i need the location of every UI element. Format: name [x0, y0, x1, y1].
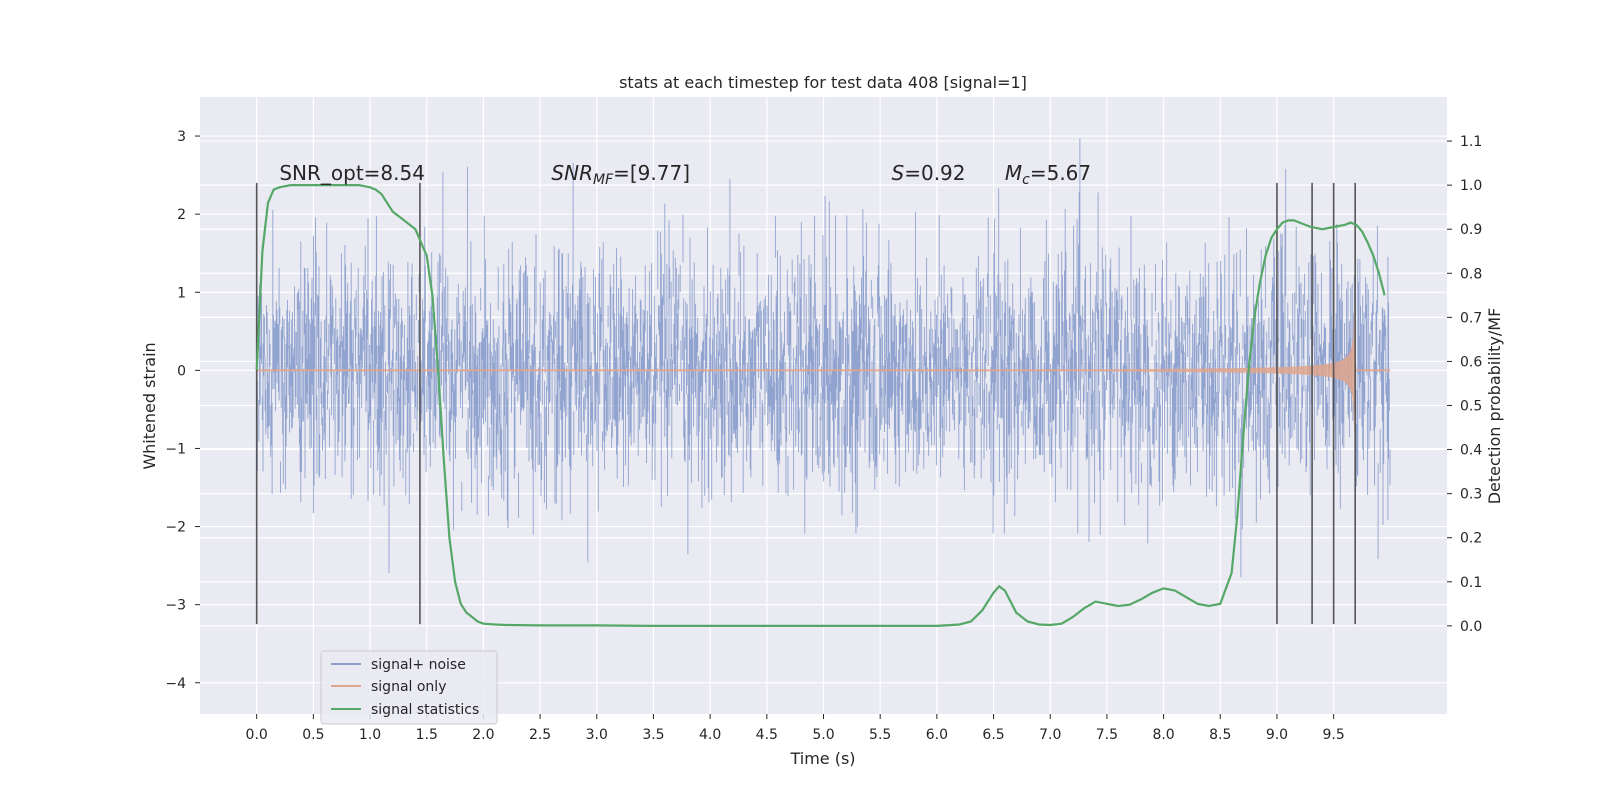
y-axis-label: Whitened strain	[140, 342, 159, 469]
x-tick-label: 3.0	[586, 727, 608, 743]
y-right-tick-label: 0.5	[1460, 399, 1482, 415]
x-tick-label: 2.5	[529, 727, 551, 743]
x-tick-label: 5.5	[869, 727, 891, 743]
series-signal-only	[256, 307, 1391, 434]
x-tick-label: 8.0	[1152, 727, 1174, 743]
y-tick-label: −1	[165, 441, 186, 457]
legend-label-statistics: signal statistics	[371, 702, 479, 718]
y-right-tick-label: 0.9	[1460, 222, 1482, 238]
x-tick-label: 7.5	[1096, 727, 1118, 743]
y-tick-label: 2	[177, 207, 186, 223]
annotation: SNRMF=[9.77]	[551, 161, 690, 188]
x-tick-label: 9.0	[1266, 727, 1288, 743]
legend-box	[320, 650, 498, 725]
y-tick-label: −3	[165, 598, 186, 614]
y-right-tick-label: 0.8	[1460, 266, 1482, 282]
legend-label-signal: signal only	[371, 679, 446, 695]
x-tick-label: 4.5	[756, 727, 778, 743]
series-signal-statistics	[255, 184, 1386, 627]
y-right-tick-label: 1.0	[1460, 178, 1482, 194]
chart-title: stats at each timestep for test data 408…	[619, 73, 1027, 92]
y-right-tick-label: 0.0	[1460, 619, 1482, 635]
y-tick-label: 0	[177, 363, 186, 379]
x-axis-label: Time (s)	[789, 749, 855, 768]
y-tick-label: 3	[177, 129, 186, 145]
x-tick-label: 1.0	[359, 727, 381, 743]
x-tick-label: 2.0	[472, 727, 494, 743]
annotation: Mc=5.67	[1005, 161, 1091, 188]
y-tick-label: 1	[177, 285, 186, 301]
annotation: S=0.92	[892, 161, 966, 185]
legend: signal+ noise signal only signal statist…	[320, 650, 498, 725]
y-right-tick-label: 0.1	[1460, 575, 1482, 591]
x-tick-label: 4.0	[699, 727, 721, 743]
x-tick-label: 3.5	[642, 727, 664, 743]
legend-label-noise: signal+ noise	[371, 657, 466, 673]
axis-ticks: 0.0 0.5 1.0 1.5 2.0 2.5 3.0 3.5 4.0 4.5 5.0 5.5 6.0 6…	[165, 129, 1482, 743]
x-tick-label: 6.0	[926, 727, 948, 743]
y-tick-label: −2	[165, 520, 186, 536]
x-tick-label: 1.5	[416, 727, 438, 743]
annotation: SNR_opt=8.54	[279, 161, 425, 185]
x-tick-label: 8.5	[1209, 727, 1231, 743]
x-tick-label: 9.5	[1323, 727, 1345, 743]
y-right-tick-label: 0.6	[1460, 354, 1482, 370]
x-tick-label: 5.0	[812, 727, 834, 743]
y-tick-label: −4	[165, 676, 186, 692]
statistics-line	[255, 184, 1386, 627]
y-right-tick-label: 0.4	[1460, 443, 1482, 459]
y-axis-right-label: Detection probability/MF	[1485, 308, 1504, 505]
x-tick-label: 0.0	[246, 727, 268, 743]
annotations: SNR_opt=8.54 SNRMF=[9.77] S=0.92 Mc=5.67	[279, 161, 1091, 188]
vertical-markers	[255, 182, 1356, 625]
x-tick-label: 6.5	[982, 727, 1004, 743]
y-right-tick-label: 1.1	[1460, 134, 1482, 150]
y-right-tick-label: 0.3	[1460, 487, 1482, 503]
x-tick-label: 0.5	[302, 727, 324, 743]
y-right-tick-label: 0.7	[1460, 310, 1482, 326]
y-right-tick-label: 0.2	[1460, 531, 1482, 547]
signal-envelope	[256, 307, 1391, 434]
x-tick-label: 7.0	[1039, 727, 1061, 743]
